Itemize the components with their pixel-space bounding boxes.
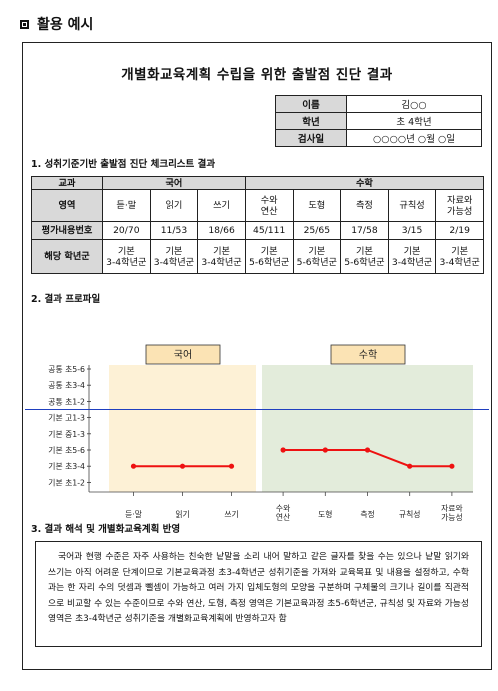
col-subject: 교과 <box>31 176 103 190</box>
panel-label: 수학 <box>359 349 377 361</box>
grade-cell: 기본 3-4학년군 <box>102 239 151 274</box>
area-cell: 듣·말 <box>102 189 151 222</box>
info-label-date: 검사일 <box>275 129 347 147</box>
interpretation-text: 국어과 현행 수준은 자주 사용하는 친숙한 낱말을 소리 내어 말하고 같은 … <box>35 541 482 647</box>
student-info-table: 이름 김○○ 학년 초 4학년 검사일 ○○○○년 ○월 ○일 <box>275 95 482 147</box>
data-point <box>322 447 328 453</box>
result-frame: 개별화교육계획 수립을 위한 출발점 진단 결과 이름 김○○ 학년 초 4학년 검… <box>22 42 492 670</box>
data-point <box>407 463 413 469</box>
info-value-grade: 초 4학년 <box>346 112 482 130</box>
area-cell: 측정 <box>340 189 389 222</box>
panel-label-box <box>330 344 406 365</box>
grade-cell: 기본 3-4학년군 <box>197 239 246 274</box>
grade-cell: 기본 3-4학년군 <box>387 239 437 274</box>
section1-title: 1. 성취기준기반 출발점 진단 체크리스트 결과 <box>31 159 216 170</box>
info-value-name: 김○○ <box>346 95 482 113</box>
area-cell: 도형 <box>292 189 342 222</box>
x-tick-label: 듣·말 <box>125 510 142 519</box>
score-cell: 20/70 <box>102 221 151 240</box>
area-cell: 자료와 가능성 <box>435 189 484 222</box>
group-korean: 국어 <box>102 176 246 190</box>
section2-title: 2. 결과 프로파일 <box>31 294 101 305</box>
group-math: 수학 <box>244 176 485 190</box>
section3-title: 3. 결과 해석 및 개별화교육계획 반영 <box>31 524 181 535</box>
info-value-date: ○○○○년 ○월 ○일 <box>346 129 482 147</box>
row-score-label: 평가내용번호 <box>31 221 103 240</box>
x-tick-label: 쓰기 <box>224 510 238 519</box>
info-label-name: 이름 <box>275 95 347 113</box>
panel-label-box <box>145 344 221 365</box>
grade-cell: 기본 3-4학년군 <box>435 239 484 274</box>
score-cell: 18/66 <box>197 221 246 240</box>
square-icon <box>20 19 29 29</box>
data-point <box>364 447 371 453</box>
x-tick-label: 수와 연산 <box>276 503 290 522</box>
info-label-grade: 학년 <box>275 112 347 130</box>
panel-background <box>109 365 256 492</box>
col-area: 영역 <box>31 189 103 222</box>
y-tick-label: 기본 초3-4 <box>48 462 85 471</box>
y-tick-label: 공통 초3-4 <box>48 381 85 390</box>
row-grade-label: 해당 학년군 <box>31 239 103 274</box>
y-tick-label: 기본 중1-3 <box>48 430 85 439</box>
y-tick-label: 공통 초1-2 <box>48 397 85 406</box>
panel-label: 국어 <box>174 349 192 361</box>
grade-cell: 기본 3-4학년군 <box>149 239 199 274</box>
grade-cell: 기본 5-6학년군 <box>292 239 342 274</box>
x-tick-label: 측정 <box>360 509 374 519</box>
x-tick-label: 규칙성 <box>399 510 421 519</box>
y-tick-label: 기본 초5-6 <box>48 446 85 455</box>
area-cell: 수와 연산 <box>244 189 294 222</box>
area-cell: 쓰기 <box>197 189 246 222</box>
score-cell: 11/53 <box>149 221 199 240</box>
grade-cell: 기본 5-6학년군 <box>340 239 389 274</box>
score-cell: 25/65 <box>292 221 342 240</box>
page-header: 활용 예시 <box>20 14 93 34</box>
area-cell: 읽기 <box>149 189 199 222</box>
document-title: 개별화교육계획 수립을 위한 출발점 진단 결과 <box>121 67 393 83</box>
area-cell: 규칙성 <box>387 189 437 222</box>
checklist-table: 교과 국어 수학 영역 듣·말 읽기 쓰기 수와 연산 도형 측정 규칙성 자료와 가능성 평가내… <box>31 176 485 274</box>
y-tick-label: 공통 초5-6 <box>48 365 85 374</box>
x-tick-label: 자료와 가능성 <box>441 503 463 522</box>
panel-background <box>262 365 473 492</box>
page-header-title: 활용 예시 <box>37 17 94 33</box>
x-tick-label: 도형 <box>318 510 332 519</box>
y-tick-label: 기본 고1-3 <box>48 414 85 423</box>
score-cell: 45/111 <box>244 221 294 240</box>
data-point <box>280 447 286 453</box>
score-cell: 17/58 <box>340 221 389 240</box>
grade-cell: 기본 5-6학년군 <box>244 239 294 274</box>
x-tick-label: 읽기 <box>175 510 189 519</box>
data-point <box>130 463 137 469</box>
score-cell: 3/15 <box>387 221 437 240</box>
data-point <box>179 463 186 469</box>
score-cell: 2/19 <box>435 221 484 240</box>
data-point <box>449 463 455 469</box>
y-tick-label: 기본 초1-2 <box>48 478 85 487</box>
data-point <box>228 463 235 469</box>
